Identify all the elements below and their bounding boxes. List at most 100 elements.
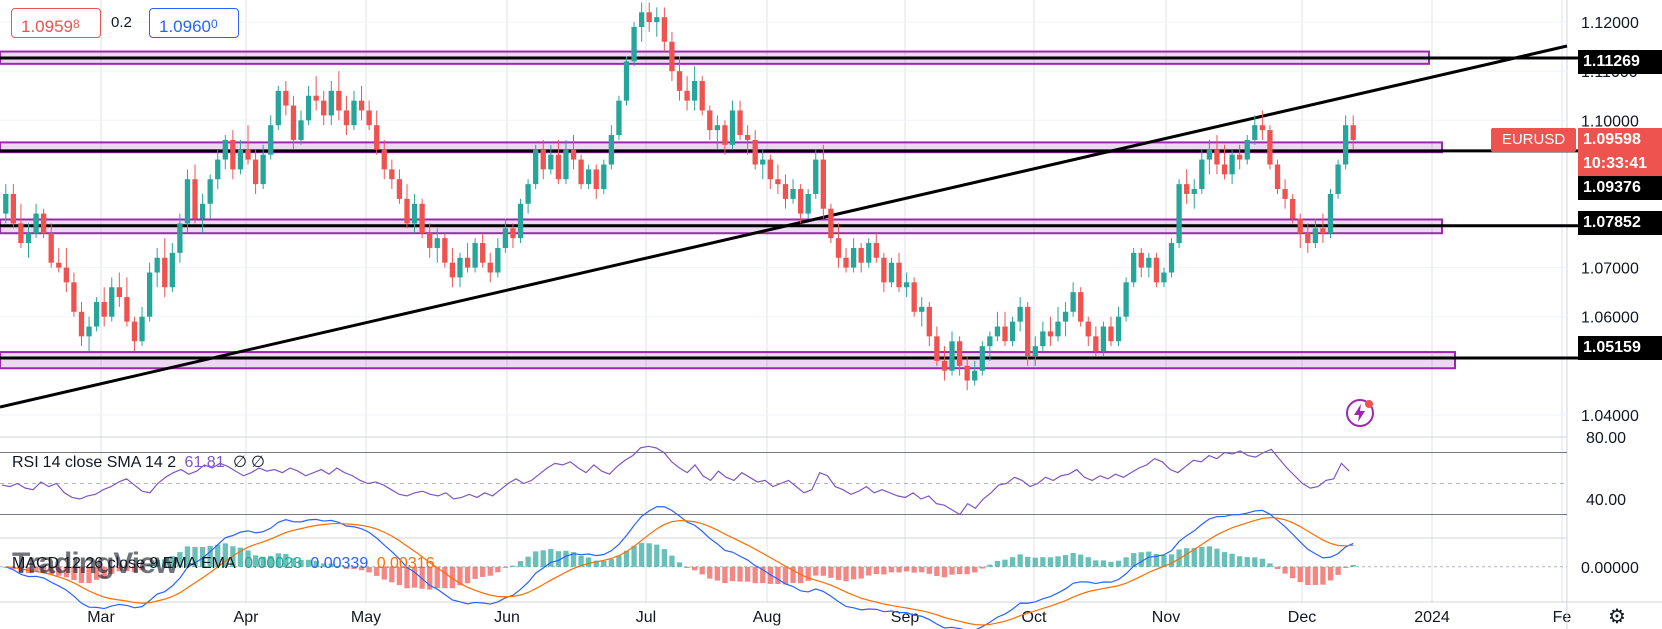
candle-body [93, 301, 100, 327]
candle-body [1184, 184, 1190, 194]
candle-body [926, 306, 932, 337]
candle-body [124, 297, 130, 322]
macd-histogram-bar [63, 566, 69, 578]
macd-histogram-bar [1146, 551, 1152, 567]
candle-body [616, 100, 622, 136]
candle-body [563, 149, 569, 180]
buy-price-main: 1.0960 [159, 17, 211, 36]
candle-body [1176, 184, 1182, 244]
macd-histogram-bar [850, 566, 857, 580]
rsi-legend-params: 14 close SMA 14 2 [42, 454, 177, 471]
candle-body [1214, 149, 1220, 165]
macd-legend-macd: 0.00339 [310, 555, 369, 572]
macd-legend[interactable]: MACD 12 26 close 9 EMA EMA 0.00023 0.0033… [12, 555, 439, 573]
candle-body [1221, 164, 1228, 175]
sell-price-button[interactable]: 1.09598 [11, 8, 101, 38]
level-tag-2: 1.09376 [1578, 176, 1662, 200]
candle-body [987, 336, 993, 347]
candle-body [275, 90, 281, 126]
candle-body [404, 198, 410, 224]
candle-body [586, 169, 592, 185]
candle-body [1244, 139, 1250, 160]
candle-body [533, 149, 539, 185]
candle-body [737, 110, 743, 136]
candle-body [1335, 164, 1341, 194]
buy-price-button[interactable]: 1.09600 [149, 8, 239, 38]
macd-histogram-bar [934, 566, 940, 577]
macd-histogram-bar [1138, 552, 1144, 567]
price-axis-tick: 1.04000 [1581, 408, 1639, 425]
macd-histogram-bar [449, 566, 456, 589]
rsi-line [1, 445, 1350, 516]
macd-histogram-bar [389, 566, 395, 583]
candle-body [1009, 321, 1016, 342]
candle-body [1342, 125, 1349, 165]
candle-body [843, 257, 849, 268]
candle-body [858, 247, 864, 263]
candle-body [268, 125, 274, 155]
candle-body [1078, 292, 1084, 322]
candle-body [184, 179, 191, 224]
macd-histogram-bar [1350, 564, 1356, 567]
macd-histogram-bar [881, 566, 887, 575]
price-axis-tick: 1.10000 [1581, 113, 1639, 130]
candle-body [790, 189, 796, 199]
macd-histogram-bar [381, 566, 387, 580]
macd-histogram-bar [374, 566, 380, 576]
candle-body [1032, 346, 1038, 356]
macd-histogram-bar [1312, 566, 1319, 585]
macd-histogram-bar [699, 566, 705, 575]
time-axis-label: Dec [1288, 609, 1316, 626]
macd-histogram-bar [48, 566, 54, 575]
time-axis-label: Jun [494, 609, 520, 626]
candle-body [464, 257, 471, 268]
macd-histogram-bar [919, 566, 925, 573]
candle-body [411, 203, 418, 224]
macd-histogram-bar [1131, 553, 1137, 567]
macd-histogram-bar [1153, 553, 1160, 567]
candle-body [956, 341, 963, 366]
candle-body [56, 262, 62, 268]
candle-body [1161, 272, 1167, 283]
macd-histogram-bar [873, 566, 879, 575]
candle-body [1115, 316, 1122, 342]
macd-histogram-bar [1282, 566, 1288, 574]
macd-histogram-bar [480, 566, 486, 577]
candle-body [775, 179, 781, 185]
buy-price-pipette: 0 [211, 17, 218, 31]
candle-body [146, 272, 153, 317]
candle-body [699, 81, 705, 111]
rsi-legend[interactable]: RSI 14 close SMA 14 2 61.81 ∅ ∅ [12, 452, 269, 472]
macd-histogram-bar [162, 559, 168, 567]
time-axis-label: Mar [87, 609, 115, 626]
candle-body [10, 193, 17, 224]
candle-body [116, 287, 122, 298]
macd-histogram-bar [18, 566, 24, 573]
candle-body [601, 164, 607, 190]
candle-body [457, 257, 463, 278]
candle-body [1327, 193, 1334, 234]
macd-histogram-bar [199, 546, 206, 567]
macd-histogram-bar [298, 560, 304, 567]
candle-body [1282, 189, 1288, 199]
candle-body [252, 159, 259, 185]
candle-body [502, 228, 509, 248]
settings-gear-icon[interactable]: ⚙ [1608, 606, 1626, 628]
macd-histogram-bar [623, 550, 630, 567]
macd-histogram-bar [752, 566, 758, 584]
alert-bolt-icon[interactable] [1345, 398, 1375, 428]
tradingview-watermark: TradingView [12, 547, 178, 580]
candle-body [1131, 252, 1137, 283]
macd-histogram-bar [533, 551, 539, 567]
candle-body [237, 149, 244, 170]
macd-histogram-bar [707, 566, 713, 579]
macd-histogram-bar [964, 566, 970, 575]
time-axis-label: Fe [1553, 609, 1572, 626]
macd-histogram-bar [245, 550, 251, 567]
macd-histogram-bar [866, 566, 872, 576]
candle-body [752, 139, 758, 165]
macd-histogram-bar [510, 565, 516, 567]
macd-histogram-bar [10, 566, 17, 570]
rsi-axis-tick: 80.00 [1586, 430, 1626, 447]
